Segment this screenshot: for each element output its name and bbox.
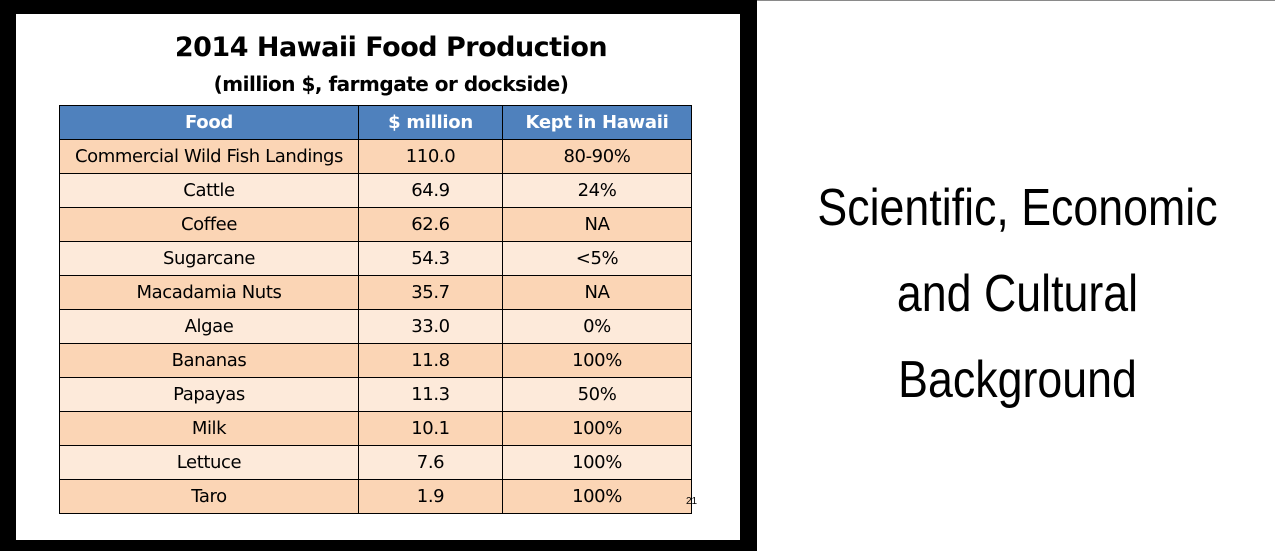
table-body: Commercial Wild Fish Landings 110.0 80-90%…: [59, 139, 692, 514]
section-heading-line: Background: [898, 351, 1137, 409]
slide: 2014 Hawaii Food Production (million $, …: [16, 14, 740, 540]
table-row: Coffee 62.6 NA: [59, 207, 692, 242]
cell-value: 64.9: [358, 173, 503, 208]
cell-kept: 100%: [502, 411, 692, 446]
cell-value: 33.0: [358, 309, 503, 344]
cell-value: 1.9: [358, 479, 503, 514]
cell-food: Milk: [59, 411, 359, 446]
column-header-kept: Kept in Hawaii: [502, 105, 692, 140]
cell-value: 110.0: [358, 139, 503, 174]
cell-food: Papayas: [59, 377, 359, 412]
cell-value: 7.6: [358, 445, 503, 480]
cell-value: 11.3: [358, 377, 503, 412]
slide-title: 2014 Hawaii Food Production: [174, 32, 608, 63]
table-row: Cattle 64.9 24%: [59, 173, 692, 208]
top-divider: [757, 0, 1275, 1]
table-row: Bananas 11.8 100%: [59, 343, 692, 378]
cell-food: Bananas: [59, 343, 359, 378]
cell-food: Lettuce: [59, 445, 359, 480]
cell-value: 54.3: [358, 241, 503, 276]
table-row: Algae 33.0 0%: [59, 309, 692, 344]
cell-food: Coffee: [59, 207, 359, 242]
column-header-value: $ million: [358, 105, 503, 140]
slide-frame: 2014 Hawaii Food Production (million $, …: [0, 0, 757, 551]
slide-subtitle: (million $, farmgate or dockside): [213, 72, 569, 96]
table-row: Macadamia Nuts 35.7 NA: [59, 275, 692, 310]
cell-value: 11.8: [358, 343, 503, 378]
cell-kept: 100%: [502, 479, 692, 514]
table-row: Commercial Wild Fish Landings 110.0 80-90%: [59, 139, 692, 174]
cell-kept: 100%: [502, 445, 692, 480]
table-row: Papayas 11.3 50%: [59, 377, 692, 412]
cell-food: Taro: [59, 479, 359, 514]
cell-food: Sugarcane: [59, 241, 359, 276]
section-heading-line: Scientific, Economic: [817, 179, 1218, 237]
cell-kept: NA: [502, 275, 692, 310]
section-heading-line: and Cultural: [896, 265, 1139, 323]
cell-food: Commercial Wild Fish Landings: [59, 139, 359, 174]
table-header-row: Food $ million Kept in Hawaii: [59, 105, 692, 140]
column-header-food: Food: [59, 105, 359, 140]
cell-food: Algae: [59, 309, 359, 344]
cell-kept: 100%: [502, 343, 692, 378]
cell-value: 35.7: [358, 275, 503, 310]
table-row: Milk 10.1 100%: [59, 411, 692, 446]
cell-kept: 24%: [502, 173, 692, 208]
table-row: Sugarcane 54.3 <5%: [59, 241, 692, 276]
cell-food: Cattle: [59, 173, 359, 208]
cell-kept: 80-90%: [502, 139, 692, 174]
cell-kept: 0%: [502, 309, 692, 344]
cell-value: 10.1: [358, 411, 503, 446]
cell-food: Macadamia Nuts: [59, 275, 359, 310]
cell-kept: NA: [502, 207, 692, 242]
section-heading: Scientific, Economic and Cultural Backgr…: [796, 165, 1239, 423]
table-row: Taro 1.9 100%: [59, 479, 692, 514]
cell-value: 62.6: [358, 207, 503, 242]
food-production-table: Food $ million Kept in Hawaii Commercial…: [59, 105, 692, 514]
cell-kept: <5%: [502, 241, 692, 276]
slide-number: 21: [686, 496, 698, 507]
table-row: Lettuce 7.6 100%: [59, 445, 692, 480]
cell-kept: 50%: [502, 377, 692, 412]
